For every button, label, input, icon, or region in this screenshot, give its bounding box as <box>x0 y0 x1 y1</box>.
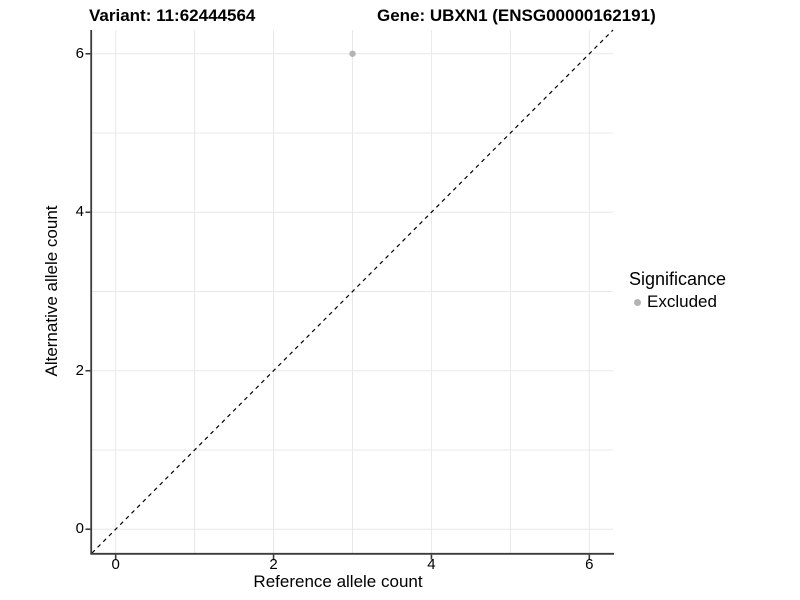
gene-title: Gene: UBXN1 (ENSG00000162191) <box>377 6 656 25</box>
x-tick-label: 6 <box>585 556 594 573</box>
y-axis-title: Alternative allele count <box>42 205 61 377</box>
legend: Significance Excluded <box>629 269 727 312</box>
legend-entry-excluded: Excluded <box>629 292 726 311</box>
x-tick-label: 4 <box>427 556 436 573</box>
y-tick-label: 2 <box>75 361 84 379</box>
identity-line <box>91 29 614 554</box>
y-tick-label: 4 <box>75 203 84 221</box>
y-tick-label: 6 <box>75 44 84 62</box>
legend-entry-label: Excluded <box>647 292 717 311</box>
variant-title: Variant: 11:62444564 <box>89 6 256 25</box>
y-tick-label: 0 <box>75 520 84 538</box>
x-axis-title: Reference allele count <box>253 572 423 591</box>
data-point <box>349 50 356 57</box>
legend-point-icon <box>634 298 641 306</box>
x-tick-label: 0 <box>111 556 120 573</box>
x-tick-label: 2 <box>269 556 278 573</box>
legend-title: Significance <box>629 269 727 289</box>
